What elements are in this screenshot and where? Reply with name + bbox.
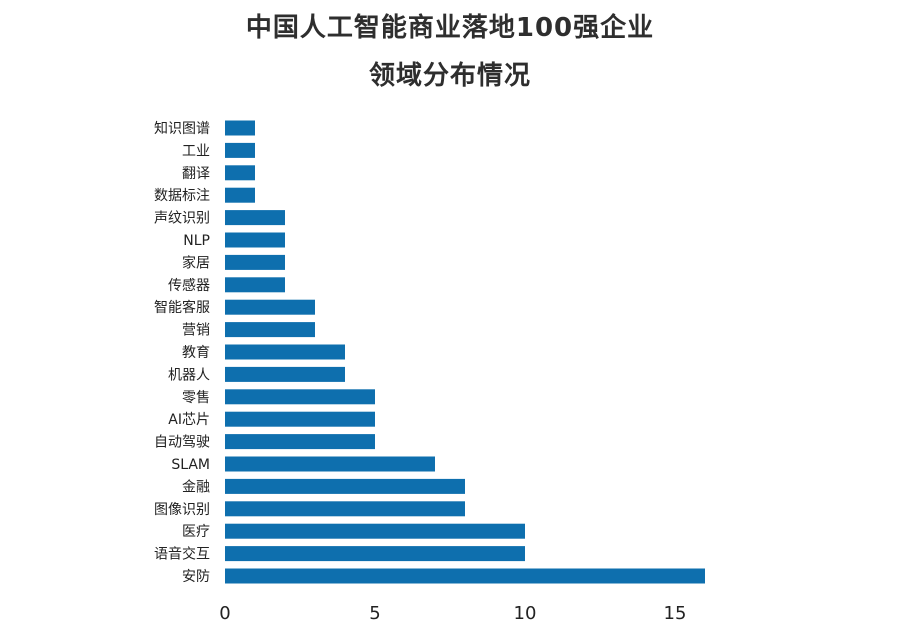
bar-13 [225,411,375,427]
bar-5 [225,232,285,248]
bar-6 [225,254,285,270]
bar-4 [225,210,285,226]
bar-7 [225,277,285,293]
category-label: 安防 [182,569,210,585]
x-tick-label: 10 [514,603,537,624]
category-label: 声纹识别 [154,211,210,227]
category-label: 智能客服 [154,299,210,316]
category-label: 自动驾驶 [154,435,210,451]
bar-15 [225,456,435,472]
bar-1 [225,142,255,158]
category-label: 图像识别 [154,502,210,518]
bar-11 [225,366,345,382]
category-label: 传感器 [168,277,210,294]
x-axis-ticks: 0 5 10 15 [219,603,686,624]
category-label: 数据标注 [154,188,210,204]
category-label: 语音交互 [154,546,210,563]
bar-20 [225,568,705,584]
bar-9 [225,322,315,338]
bar-14 [225,434,375,450]
bar-12 [225,389,375,405]
bar-8 [225,299,315,315]
bar-10 [225,344,345,360]
category-label: AI芯片 [168,412,210,428]
bars-group [225,120,705,584]
x-tick-label: 0 [219,603,230,624]
chart-title: 中国人工智能商业落地100强企业 [245,13,655,43]
category-label: 营销 [182,323,210,339]
chart-subtitle: 领域分布情况 [368,61,531,91]
bar-0 [225,120,255,136]
bar-3 [225,187,255,203]
category-label: NLP [183,233,210,249]
bar-2 [225,165,255,181]
category-label: 金融 [182,479,210,495]
category-label: 医疗 [182,524,210,540]
category-label: 教育 [182,345,210,361]
category-label: 工业 [182,143,210,159]
x-tick-label: 15 [664,603,687,624]
bar-16 [225,478,465,494]
category-label: 知识图谱 [154,120,210,137]
category-label: 翻译 [182,166,210,182]
category-label: 家居 [182,254,210,271]
category-label: 机器人 [168,367,210,383]
bar-19 [225,546,525,562]
bar-17 [225,501,465,517]
category-label: SLAM [171,457,210,473]
x-tick-label: 5 [369,603,380,624]
category-label: 零售 [182,390,210,406]
bar-18 [225,523,525,539]
